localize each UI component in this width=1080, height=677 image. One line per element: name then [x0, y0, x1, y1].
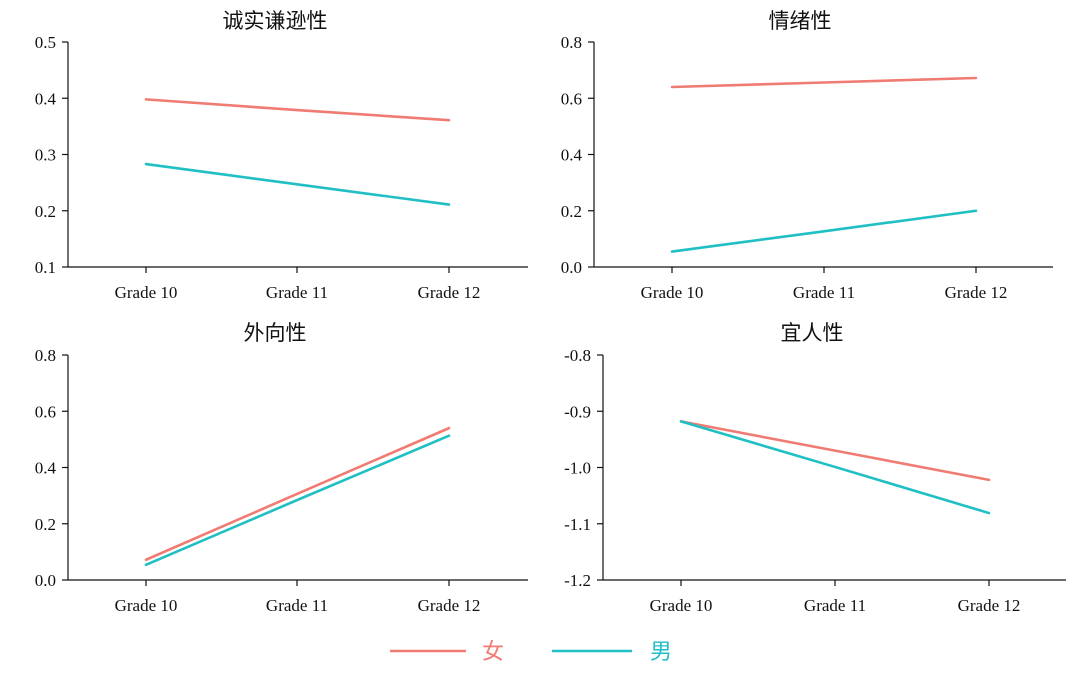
y-tick-label: 0.4 [561, 146, 583, 165]
x-tick-label: Grade 12 [958, 596, 1021, 615]
chart-panel: 诚实谦逊性 0.1 0.2 0.3 0.4 0.5 Grade 10 Grade 11 Grad… [35, 9, 528, 302]
y-tick-label: 0.2 [35, 202, 56, 221]
y-tick-label: 0.3 [35, 146, 56, 165]
series-line-male [670, 209, 978, 253]
y-tick-label: -0.9 [564, 402, 591, 421]
series-line-female [144, 426, 451, 562]
x-tick-label: Grade 11 [266, 596, 328, 615]
series-line-female [670, 76, 978, 89]
chart-panel: 外向性 0.0 0.2 0.4 0.6 0.8 Grade 10 Grade 11 Grade … [35, 321, 528, 615]
series-line-male [679, 420, 991, 515]
y-tick-label: -0.8 [564, 346, 591, 365]
chart-panel: 情绪性 0.0 0.2 0.4 0.6 0.8 Grade 10 Grade 11 Grade … [561, 9, 1053, 302]
y-tick-label: -1.0 [564, 459, 591, 478]
y-tick-label: -1.1 [564, 515, 591, 534]
series-line-male [144, 162, 451, 206]
chart-panels: 诚实谦逊性 0.1 0.2 0.3 0.4 0.5 Grade 10 Grade 11 Grad… [35, 9, 1066, 615]
panel-title: 宜人性 [781, 321, 844, 345]
legend-label: 男 [650, 640, 672, 665]
x-tick-label: Grade 10 [115, 283, 178, 302]
series-line-male [144, 434, 451, 567]
y-tick-label: 0.6 [35, 402, 56, 421]
y-tick-label: 0.0 [35, 571, 56, 590]
series-line-female [679, 420, 991, 482]
x-tick-label: Grade 12 [945, 283, 1008, 302]
legend-item-female: 女 [390, 640, 504, 665]
series-line-female [144, 98, 451, 122]
x-tick-label: Grade 11 [793, 283, 855, 302]
y-tick-label: 0.8 [561, 33, 582, 52]
panel-title: 诚实谦逊性 [223, 9, 328, 33]
y-tick-label: 0.6 [561, 89, 582, 108]
x-tick-label: Grade 10 [115, 596, 178, 615]
legend: 女男 [390, 640, 672, 665]
legend-item-male: 男 [552, 640, 672, 665]
legend-label: 女 [482, 640, 504, 665]
y-tick-label: -1.2 [564, 571, 591, 590]
x-tick-label: Grade 12 [418, 283, 481, 302]
y-tick-label: 0.2 [35, 515, 56, 534]
y-tick-label: 0.4 [35, 89, 57, 108]
y-tick-label: 0.1 [35, 258, 56, 277]
y-tick-label: 0.4 [35, 459, 57, 478]
panel-title: 外向性 [244, 321, 307, 345]
y-tick-label: 0.5 [35, 33, 56, 52]
y-tick-label: 0.2 [561, 202, 582, 221]
panel-title: 情绪性 [769, 9, 832, 33]
x-tick-label: Grade 11 [804, 596, 866, 615]
y-tick-label: 0.8 [35, 346, 56, 365]
y-tick-label: 0.0 [561, 258, 582, 277]
x-tick-label: Grade 10 [641, 283, 704, 302]
x-tick-label: Grade 10 [650, 596, 713, 615]
chart-panel: 宜人性 -1.2 -1.1 -1.0 -0.9 -0.8 Grade 10 Grade 11 G… [564, 321, 1066, 615]
x-tick-label: Grade 12 [418, 596, 481, 615]
x-tick-label: Grade 11 [266, 283, 328, 302]
